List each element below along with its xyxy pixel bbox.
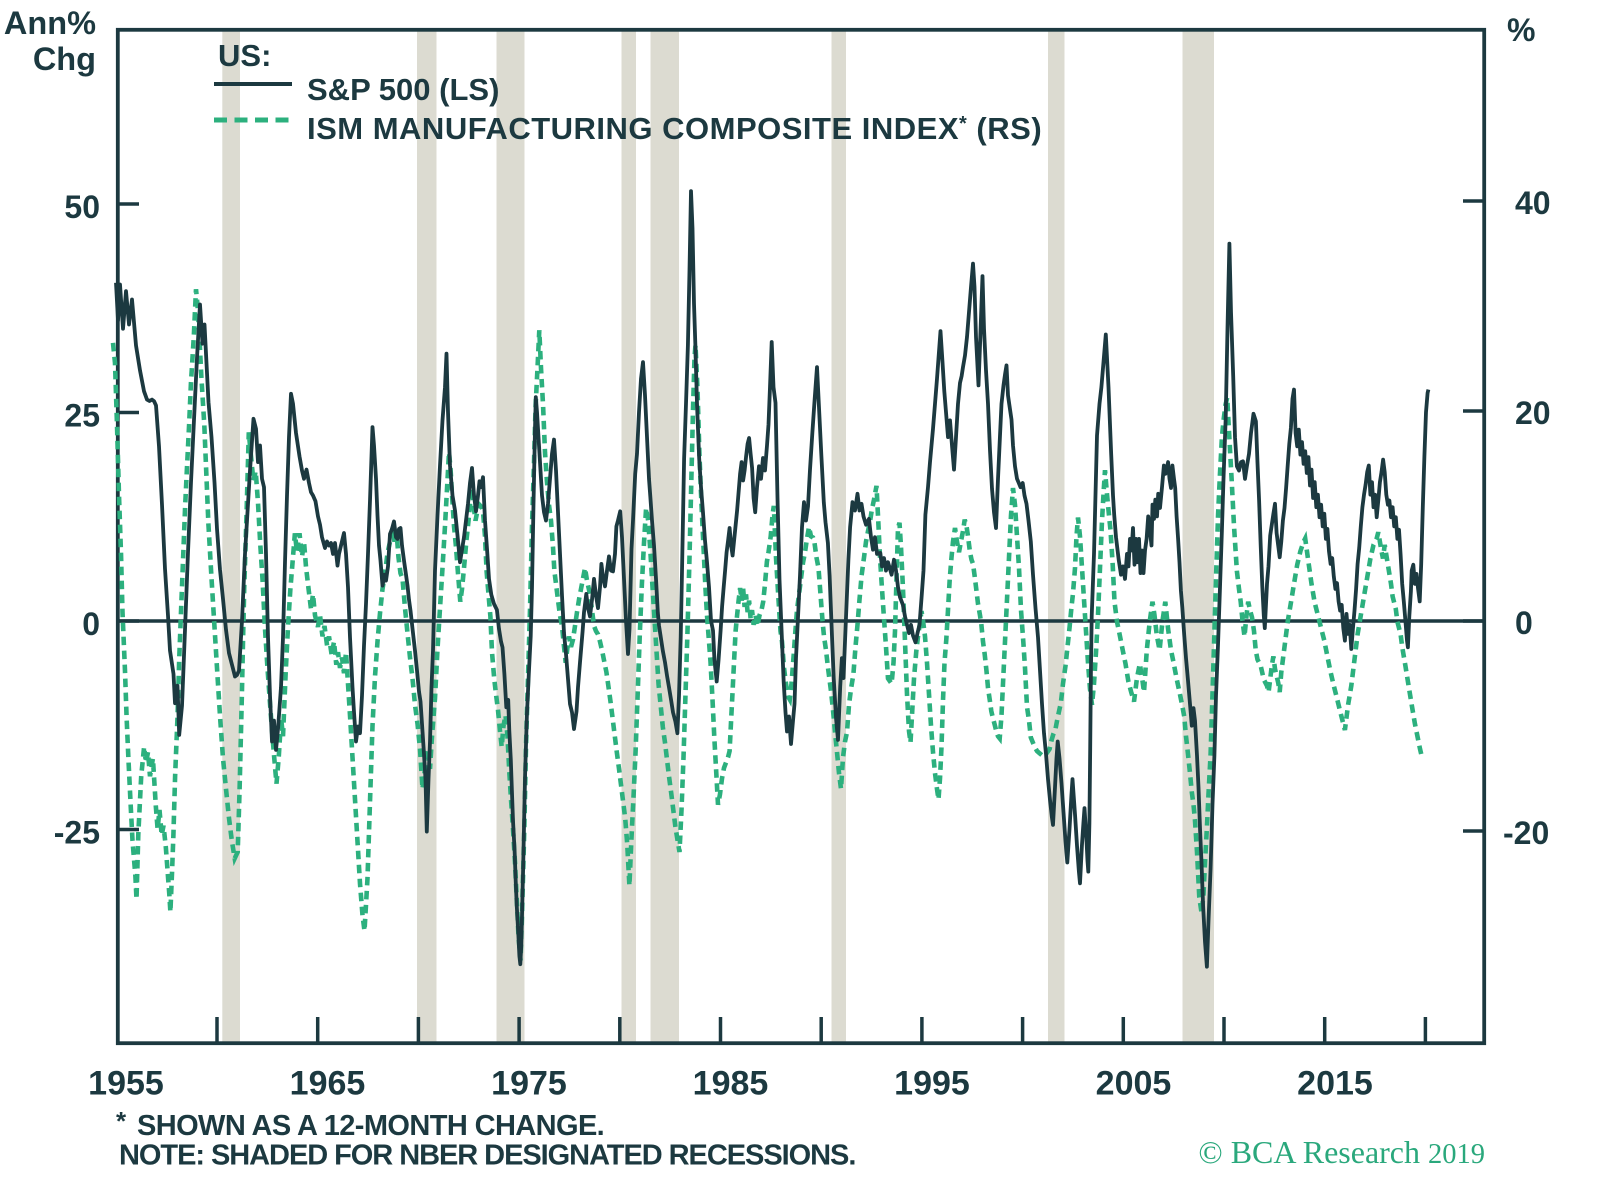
svg-text:25: 25 — [64, 398, 100, 434]
svg-text:1975: 1975 — [491, 1065, 567, 1103]
svg-text:1965: 1965 — [290, 1065, 366, 1103]
svg-text:0: 0 — [82, 606, 100, 642]
svg-text:S&P 500 (LS): S&P 500 (LS) — [307, 72, 499, 107]
svg-text:-20: -20 — [1503, 815, 1549, 851]
svg-text:0: 0 — [1515, 605, 1533, 641]
svg-text:US:: US: — [218, 38, 271, 73]
svg-text:Ann%: Ann% — [4, 5, 96, 41]
svg-text:%: % — [1507, 12, 1535, 48]
svg-text:*: * — [116, 1106, 127, 1136]
svg-text:Chg: Chg — [33, 41, 96, 77]
svg-text:50: 50 — [64, 189, 100, 225]
svg-text:20: 20 — [1515, 395, 1551, 431]
svg-text:SHOWN AS A 12-MONTH CHANGE.: SHOWN AS A 12-MONTH CHANGE. — [137, 1110, 604, 1142]
svg-text:NOTE: SHADED FOR NBER DESIGNAT: NOTE: SHADED FOR NBER DESIGNATED RECESSI… — [119, 1140, 855, 1172]
svg-text:ISM MANUFACTURING COMPOSITE IN: ISM MANUFACTURING COMPOSITE INDEX* (RS) — [307, 111, 1042, 146]
svg-text:© BCΑ Research 2019: © BCΑ Research 2019 — [1198, 1134, 1485, 1170]
svg-text:1955: 1955 — [88, 1065, 164, 1103]
svg-text:2005: 2005 — [1096, 1065, 1172, 1103]
svg-text:1995: 1995 — [894, 1065, 970, 1103]
svg-text:40: 40 — [1515, 185, 1551, 221]
svg-text:2015: 2015 — [1297, 1065, 1373, 1103]
svg-text:-25: -25 — [54, 815, 100, 851]
svg-text:1985: 1985 — [693, 1065, 769, 1103]
